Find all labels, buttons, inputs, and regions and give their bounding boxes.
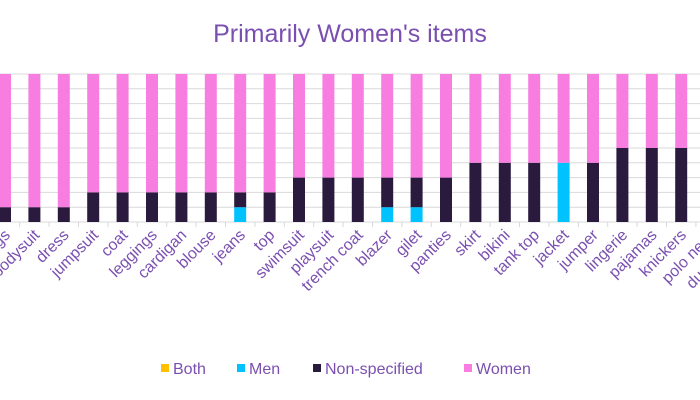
legend-swatch [161, 364, 169, 372]
bar-segment [351, 74, 364, 178]
bar-segment [498, 74, 511, 163]
bar-segment [57, 207, 70, 222]
bar-segment [469, 74, 482, 163]
bar-segment [381, 74, 394, 178]
bar-segment [587, 74, 599, 163]
bars [0, 74, 688, 222]
legend-swatch [237, 364, 245, 372]
legend-swatch [464, 364, 472, 372]
bar-segment [28, 207, 41, 222]
bar-segment [410, 177, 423, 208]
legend-swatch [313, 364, 321, 372]
bar-segment [440, 177, 452, 222]
bar-segment [645, 148, 658, 222]
bar-segment [146, 192, 158, 222]
bar-segment [322, 74, 335, 178]
bar-segment [410, 207, 423, 222]
bar-segment [616, 148, 629, 222]
bar-segment [0, 74, 11, 208]
bar-segment [175, 192, 188, 222]
bar-segment [675, 74, 688, 148]
bar-segment [381, 207, 394, 222]
bar-segment [116, 74, 129, 193]
bar-segment [146, 74, 158, 193]
x-tick-label: jeans [209, 227, 249, 267]
legend-label: Women [476, 361, 531, 378]
bar-segment [587, 162, 599, 222]
bar-segment [528, 162, 541, 222]
bar-segment [528, 74, 541, 163]
legend: Both Men Non-specified Women [161, 361, 531, 378]
legend-label: Both [173, 361, 206, 378]
bar-segment [204, 74, 217, 193]
bar-segment [263, 74, 276, 193]
bar-segment [263, 192, 276, 222]
bar-segment [57, 74, 70, 208]
bar-segment [351, 177, 364, 222]
bar-segment [204, 192, 217, 222]
bar-segment [116, 192, 129, 222]
bar-segment [616, 74, 629, 148]
bar-segment [557, 162, 570, 222]
x-axis-labels: bagsbodysuitdressjumpsuitcoatleggingscar… [0, 226, 700, 295]
bar-segment [293, 177, 305, 222]
chart-title: Primarily Women's items [213, 20, 487, 48]
bar-segment [234, 207, 247, 222]
bar-segment [28, 74, 41, 208]
bar-segment [440, 74, 452, 178]
bar-segment [293, 74, 305, 178]
bar-segment [675, 148, 688, 222]
bar-segment [645, 74, 658, 148]
bar-segment [234, 74, 247, 193]
bar-segment [498, 162, 511, 222]
bar-segment [381, 177, 394, 208]
bar-segment [410, 74, 423, 178]
legend-label: Men [249, 361, 280, 378]
bar-segment [87, 192, 100, 222]
bar-segment [234, 192, 247, 208]
legend-label: Non-specified [325, 361, 423, 378]
bar-segment [322, 177, 335, 222]
bar-segment [87, 74, 100, 193]
bar-segment [0, 207, 11, 222]
bar-segment [175, 74, 188, 193]
bar-segment [469, 162, 482, 222]
bar-segment [557, 74, 570, 163]
